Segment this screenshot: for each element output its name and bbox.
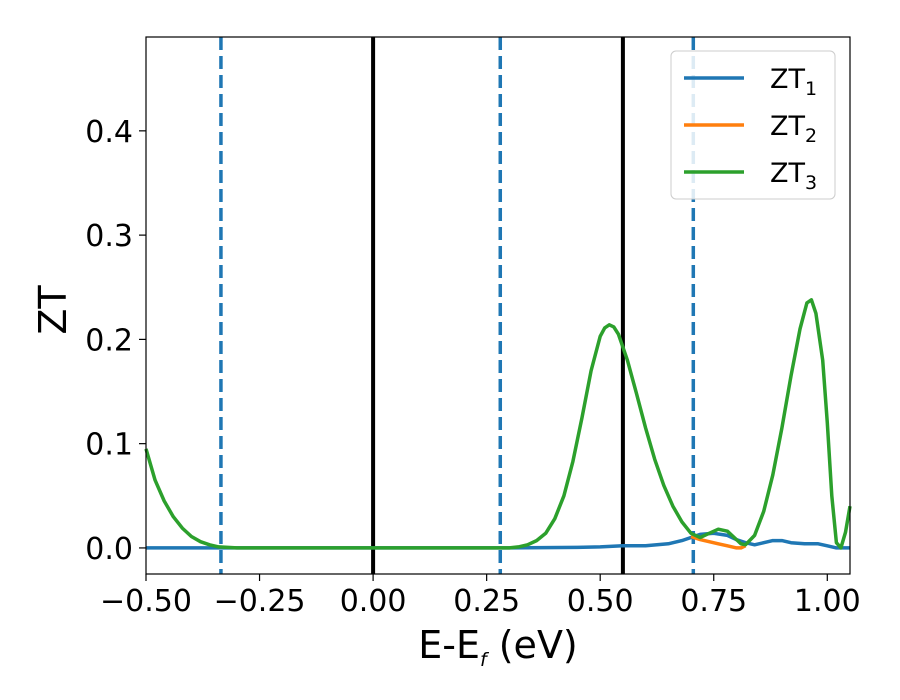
x-axis-label-sub: f bbox=[480, 649, 490, 671]
legend-label-main: ZT bbox=[770, 111, 805, 142]
legend-label-zt3: ZT3 bbox=[770, 158, 817, 194]
x-tick-label: −0.25 bbox=[214, 584, 306, 619]
series-layer bbox=[144, 298, 852, 550]
legend-label-zt1: ZT1 bbox=[770, 64, 817, 100]
legend-label-main: ZT bbox=[770, 64, 805, 95]
series-line-zt1 bbox=[146, 531, 850, 550]
y-tick-label: 0.3 bbox=[85, 219, 133, 254]
x-tick-label: 0.00 bbox=[340, 584, 407, 619]
x-axis: −0.50 −0.25 0.00 0.25 0.50 0.75 1.00 bbox=[100, 574, 861, 619]
x-tick-label: 1.00 bbox=[794, 584, 861, 619]
x-axis-label-tail: (eV) bbox=[487, 623, 578, 667]
legend-box bbox=[670, 50, 836, 200]
reference-lines bbox=[219, 37, 696, 574]
x-tick-label: 0.50 bbox=[567, 584, 634, 619]
y-tick-label: 0.2 bbox=[85, 323, 133, 358]
y-axis-label: ZT bbox=[31, 285, 75, 335]
x-tick-label: 0.25 bbox=[453, 584, 520, 619]
legend-label-sub: 3 bbox=[805, 172, 817, 194]
legend-label-sub: 1 bbox=[805, 78, 817, 100]
x-tick-label: −0.50 bbox=[100, 584, 192, 619]
y-tick-label: 0.0 bbox=[85, 532, 133, 567]
plot-frame bbox=[145, 36, 851, 575]
x-axis-label-main: E-E bbox=[418, 623, 480, 667]
legend-label-sub: 2 bbox=[805, 125, 817, 147]
x-axis-label: E-Ef (eV) bbox=[418, 623, 578, 671]
x-tick-label: 0.75 bbox=[680, 584, 747, 619]
y-tick-label: 0.1 bbox=[85, 428, 133, 463]
legend-label-zt2: ZT2 bbox=[770, 111, 817, 147]
series-line-zt2 bbox=[690, 534, 747, 550]
legend-label-main: ZT bbox=[770, 158, 805, 189]
y-axis: 0.0 0.1 0.2 0.3 0.4 bbox=[85, 115, 146, 567]
series-line-zt3 bbox=[144, 298, 852, 550]
y-tick-label: 0.4 bbox=[85, 115, 133, 150]
